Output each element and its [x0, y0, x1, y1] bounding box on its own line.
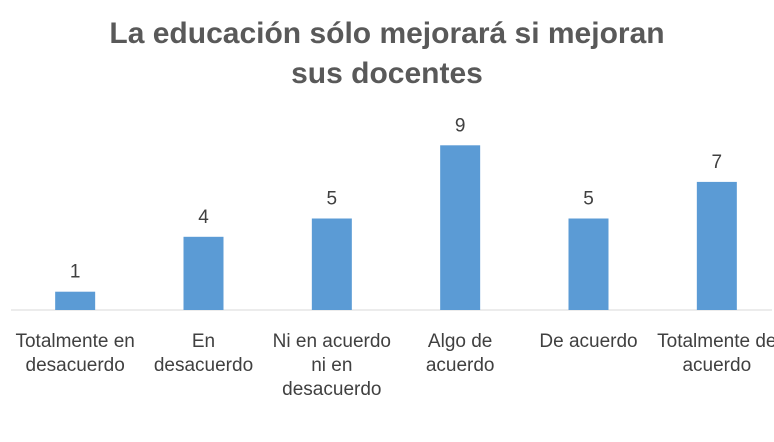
- bar: [183, 236, 224, 310]
- bar: [311, 218, 352, 310]
- data-label: 5: [583, 189, 594, 210]
- bar: [55, 291, 96, 310]
- bar: [696, 181, 737, 310]
- bar: [440, 145, 481, 310]
- x-tick-label: De acuerdo: [539, 331, 638, 352]
- bar: [568, 218, 609, 310]
- chart-title: La educación sólo mejorará si mejoran su…: [109, 17, 665, 90]
- x-tick-label: En desacuerdo: [153, 331, 254, 376]
- data-label: 9: [455, 115, 466, 136]
- data-label: 1: [70, 262, 81, 283]
- data-label: 7: [712, 152, 723, 173]
- x-tick-label: Ni en acuerdo ni en desacuerdo: [272, 331, 391, 400]
- data-label: 4: [198, 207, 209, 228]
- x-tick-label: Totalmente en desacuerdo: [15, 331, 135, 376]
- x-tick-label: Totalmente de acuerdo: [657, 331, 774, 376]
- data-label: 5: [327, 189, 338, 210]
- x-tick-label: Algo de acuerdo: [425, 331, 495, 376]
